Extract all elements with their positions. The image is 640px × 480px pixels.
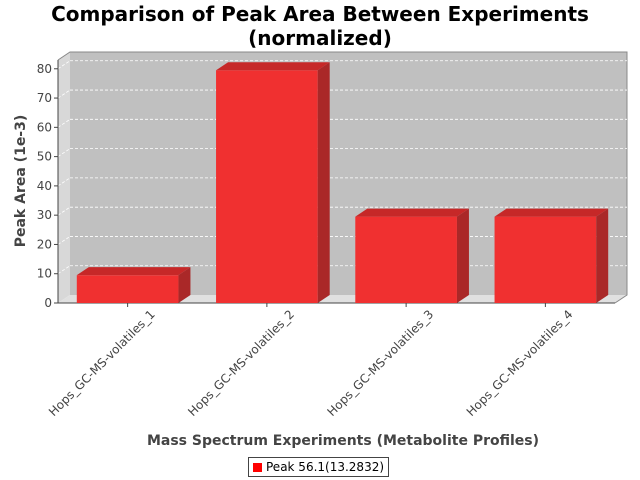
y-tick-label: 40 (37, 179, 52, 193)
x-tick-label: Hops_GC-MS-volatiles_3 (325, 307, 437, 419)
bar-side (178, 267, 191, 303)
bar (494, 216, 597, 303)
bar-top (355, 208, 469, 217)
y-tick-label: 0 (44, 296, 52, 310)
chart-title: Comparison of Peak Area Between Experime… (0, 2, 640, 50)
bar-top (76, 267, 191, 276)
bar-top (494, 208, 609, 217)
y-tick-label: 10 (37, 267, 52, 281)
y-tick-label: 60 (37, 120, 52, 134)
legend: Peak 56.1(13.2832) (248, 457, 390, 477)
y-tick-label: 50 (37, 150, 52, 164)
gridline-diagonal (57, 265, 71, 275)
bar (216, 70, 318, 304)
y-axis-title: Peak Area (1e-3) (13, 115, 29, 248)
plot-outline (57, 51, 628, 304)
x-axis-title: Mass Spectrum Experiments (Metabolite Pr… (147, 433, 539, 449)
plot-floor (58, 295, 627, 303)
y-tick-label: 30 (37, 208, 52, 222)
gridline-diagonal (57, 177, 71, 187)
bar-top (216, 62, 330, 71)
bar-side (317, 62, 330, 304)
bar-side (596, 208, 609, 303)
gridline-diagonal (57, 148, 71, 157)
legend-swatch (253, 462, 262, 472)
bar-side (456, 208, 469, 303)
gridlines (57, 60, 627, 275)
y-tick-label: 70 (37, 91, 52, 105)
gridline-diagonal (57, 206, 71, 216)
bar (76, 275, 179, 303)
gridline-diagonal (57, 60, 71, 70)
gridline-diagonal (57, 89, 71, 99)
gridline-diagonal (57, 236, 71, 245)
x-tick-label: Hops_GC-MS-volatiles_2 (185, 307, 297, 419)
y-tick-label: 80 (37, 62, 52, 76)
chart-title-line-2: (normalized) (248, 26, 392, 50)
y-tick-label: 20 (37, 237, 52, 251)
x-tick-label: Hops_GC-MS-volatiles_1 (46, 307, 158, 419)
bar (355, 216, 457, 303)
gridline-diagonal (57, 119, 71, 128)
plot-left-wall (58, 52, 70, 303)
x-tick-label: Hops_GC-MS-volatiles_4 (464, 307, 576, 419)
chart-title-line-1: Comparison of Peak Area Between Experime… (51, 2, 589, 26)
bars (76, 62, 609, 304)
legend-label: Peak 56.1(13.2832) (266, 460, 385, 474)
